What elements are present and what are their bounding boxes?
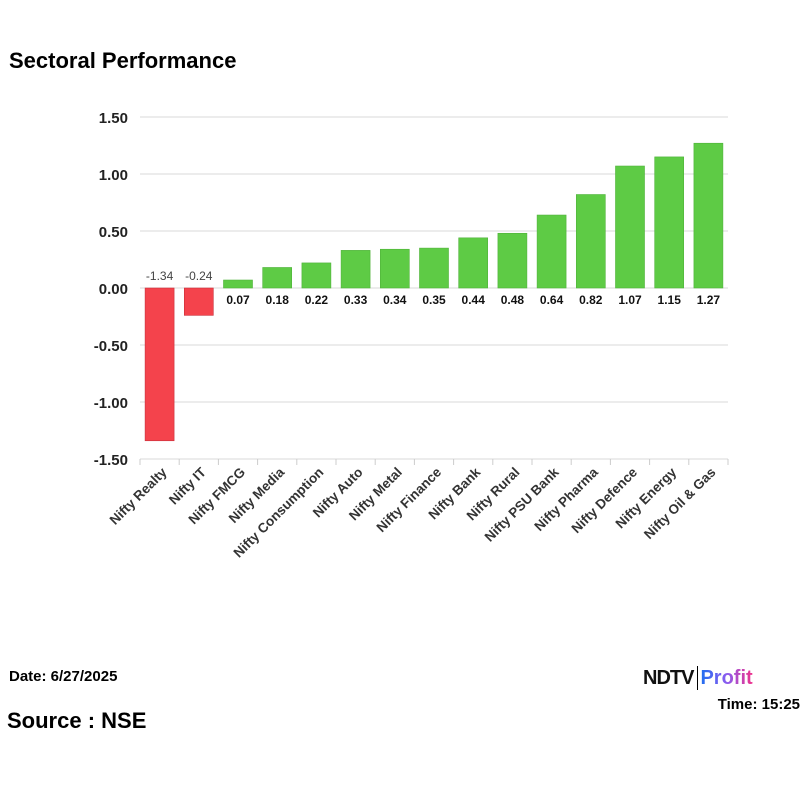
y-tick-label: -1.00 <box>94 395 128 412</box>
bar <box>379 248 410 289</box>
data-label: 0.64 <box>540 293 564 307</box>
data-label: 0.07 <box>226 293 250 307</box>
data-label: 1.27 <box>697 293 721 307</box>
bar <box>575 194 606 289</box>
bar <box>458 237 489 289</box>
data-label: -1.34 <box>146 269 174 283</box>
bar <box>301 262 332 289</box>
bar <box>223 279 253 289</box>
bar <box>184 287 214 316</box>
logo-profit: Profit <box>700 666 753 689</box>
data-label: 0.82 <box>579 293 603 307</box>
bar <box>536 214 567 289</box>
y-tick-label: 1.50 <box>99 110 128 127</box>
ndtv-profit-logo: NDTV Profit <box>643 666 753 690</box>
date-label: Date: 6/27/2025 <box>9 668 118 685</box>
data-label: 0.33 <box>344 293 368 307</box>
data-label: 1.07 <box>618 293 642 307</box>
bar <box>615 165 645 289</box>
y-tick-label: -1.50 <box>94 452 128 469</box>
y-tick-label: 0.50 <box>99 224 128 241</box>
data-label: 0.44 <box>462 293 486 307</box>
logo-ndtv: NDTV <box>643 666 696 690</box>
data-label: 1.15 <box>658 293 682 307</box>
x-tick-label: Nifty Oil & Gas <box>641 465 718 542</box>
source-label: Source : NSE <box>7 708 147 733</box>
y-tick-label: 1.00 <box>99 167 128 184</box>
y-tick-label: -0.50 <box>94 338 128 355</box>
bar <box>497 232 528 289</box>
bar <box>419 247 449 289</box>
time-label: Time: 15:25 <box>717 696 800 713</box>
data-label: 0.34 <box>383 293 407 307</box>
y-tick-label: 0.00 <box>99 281 128 298</box>
bar-chart: 1.50 1.00 0.50 0.00 -0.50 -1.00 -1.50 -1.34 Nift… <box>94 110 729 561</box>
data-label: 0.22 <box>305 293 329 307</box>
data-label: 0.18 <box>266 293 290 307</box>
bar <box>262 267 293 289</box>
bar <box>340 250 371 289</box>
bar <box>144 287 175 442</box>
chart-title: Sectoral Performance <box>9 48 237 73</box>
data-label: -0.24 <box>185 269 213 283</box>
bar <box>693 142 724 289</box>
logo-divider <box>697 666 699 690</box>
x-tick-label: Nifty Realty <box>107 464 170 527</box>
data-label: 0.48 <box>501 293 525 307</box>
bar <box>654 156 685 289</box>
data-label: 0.35 <box>422 293 446 307</box>
